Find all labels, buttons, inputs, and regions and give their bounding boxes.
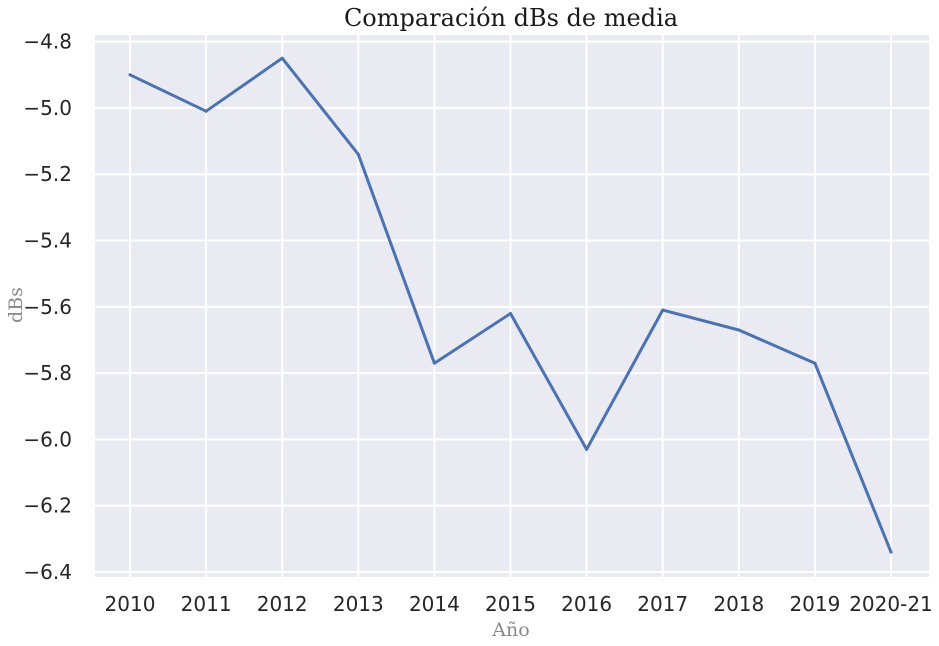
data-point	[509, 311, 512, 315]
data-point	[737, 328, 741, 332]
x-tick-label: 2017	[637, 592, 688, 616]
x-tick-label: 2015	[485, 592, 536, 616]
data-point	[585, 447, 589, 451]
x-tick-label: 2019	[789, 592, 840, 616]
y-tick-label: −5.2	[23, 162, 72, 186]
y-axis-label: dBs	[5, 287, 27, 323]
series-group	[128, 56, 893, 554]
data-point	[128, 73, 132, 77]
y-tick-label: −5.6	[23, 295, 72, 319]
data-point	[813, 361, 817, 365]
y-tick-label: −5.4	[23, 229, 72, 253]
x-tick-label: 2018	[713, 592, 764, 616]
y-tick-label: −6.2	[23, 494, 72, 518]
x-axis-ticks: 2010 2011 2012 2013 2014 2015 2016 2017 2018 2019…	[105, 592, 933, 616]
grid-lines	[95, 35, 929, 577]
y-tick-label: −4.8	[23, 30, 72, 54]
y-tick-label: −5.8	[23, 361, 72, 385]
data-point	[280, 56, 284, 60]
data-point	[889, 550, 893, 554]
y-tick-label: −6.0	[23, 427, 72, 451]
x-tick-label: 2010	[105, 592, 156, 616]
x-axis-label: Año	[491, 619, 529, 641]
x-tick-label: 2013	[333, 592, 384, 616]
x-tick-label: 2014	[409, 592, 460, 616]
y-tick-label: −5.0	[23, 96, 72, 120]
data-point	[204, 109, 208, 113]
x-tick-label: 2012	[257, 592, 308, 616]
data-point	[432, 361, 436, 365]
x-tick-label: 2011	[181, 592, 232, 616]
y-tick-label: −6.4	[23, 560, 72, 584]
chart-title: Comparación dBs de media	[344, 4, 678, 32]
data-point	[661, 308, 665, 312]
y-axis-ticks: −4.8 −5.0 −5.2 −5.4 −5.6 −5.8 −6.0 −6.2 −6.4	[23, 30, 72, 584]
data-point	[356, 152, 360, 156]
x-tick-label: 2020-21	[849, 592, 933, 616]
x-tick-label: 2016	[561, 592, 612, 616]
